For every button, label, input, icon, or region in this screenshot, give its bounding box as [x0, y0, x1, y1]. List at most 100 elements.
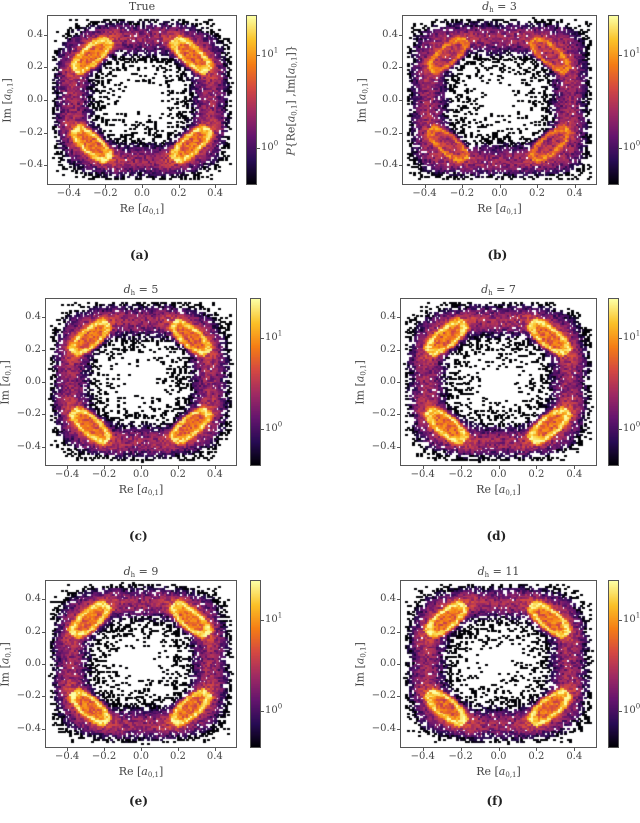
- y-tick-label: −0.2: [371, 408, 396, 420]
- x-tick-mark: [462, 185, 463, 188]
- x-tick-label: −0.4: [410, 751, 435, 762]
- label-sub: 0,1: [147, 771, 159, 779]
- cb-a2: ] ,Im[: [284, 74, 298, 105]
- y-tick-mark: [397, 414, 400, 416]
- x-tick-mark: [67, 466, 69, 469]
- y-tick-mark: [397, 382, 400, 383]
- y-tick-mark: [44, 34, 47, 36]
- colorbar-tick-mark: [619, 619, 622, 621]
- y-tick-label: 0.4: [380, 593, 396, 605]
- y-tick-mark: [42, 414, 45, 416]
- title-var: d: [123, 283, 131, 296]
- colorbar: [250, 298, 261, 466]
- colorbar-tick-mark: [619, 711, 622, 713]
- tick-base: 10: [261, 49, 274, 61]
- x-tick-label: 0.2: [528, 469, 545, 480]
- label-prefix: Im [: [0, 100, 14, 123]
- y-tick-label: −0.2: [373, 126, 398, 138]
- tick-exp: 0: [635, 703, 640, 712]
- y-tick-mark: [397, 631, 400, 633]
- x-tick-mark: [178, 185, 180, 188]
- x-tick-mark: [498, 748, 500, 751]
- y-tick-mark: [42, 317, 45, 319]
- title-sub: h: [130, 289, 136, 297]
- y-tick-mark: [397, 317, 400, 319]
- x-axis-label: Re [a0,1]: [45, 765, 237, 779]
- title-var: d: [481, 283, 489, 296]
- label-var: a: [0, 93, 14, 101]
- label-prefix: Re [: [118, 765, 142, 778]
- y-tick-label: −0.2: [16, 408, 41, 420]
- cb-v2: a: [284, 67, 298, 75]
- colorbar-tick-label: 100: [623, 422, 640, 435]
- x-tick-label: −0.4: [410, 469, 435, 480]
- colorbar-tick-label: 101: [265, 330, 282, 344]
- label-sub: 0,1: [359, 646, 368, 658]
- y-tick-mark: [42, 664, 45, 665]
- heatmap-cells: [46, 299, 236, 465]
- y-tick-mark: [42, 631, 45, 633]
- label-var: a: [499, 202, 507, 215]
- y-tick-label: −0.4: [16, 722, 41, 734]
- y-tick-label: 0.4: [382, 28, 398, 40]
- colorbar: [608, 580, 619, 748]
- x-tick-mark: [460, 748, 462, 751]
- colorbar-tick-label: 100: [261, 140, 278, 154]
- x-tick-label: −0.2: [448, 469, 473, 480]
- label-var: a: [498, 765, 506, 778]
- x-tick-mark: [177, 748, 179, 751]
- colorbar: [246, 15, 257, 185]
- y-tick-label: 0.4: [380, 311, 396, 323]
- colorbar-tick-mark: [261, 337, 264, 339]
- panel-title: dh = 9: [45, 565, 237, 579]
- y-tick-mark: [44, 132, 47, 134]
- label-sub: 0,1: [361, 82, 370, 94]
- label-sub: 0,1: [505, 771, 517, 779]
- colorbar-tick-label: 100: [265, 704, 282, 717]
- y-tick-mark: [42, 382, 45, 383]
- x-tick-label: 0.0: [491, 188, 508, 199]
- y-tick-mark: [44, 165, 47, 167]
- y-tick-label: −0.4: [371, 722, 396, 734]
- tick-base: 10: [623, 423, 636, 435]
- label-prefix: Re [: [476, 765, 499, 778]
- y-tick-label: −0.4: [373, 159, 398, 171]
- label-prefix: Re [: [119, 202, 143, 215]
- colorbar-tick-mark: [619, 337, 622, 339]
- y-tick-label: 0.2: [25, 625, 41, 637]
- x-tick-mark: [141, 466, 142, 469]
- y-tick-mark: [397, 664, 400, 665]
- x-tick-label: 0.0: [490, 469, 507, 480]
- y-tick-label: 0.4: [25, 593, 41, 605]
- x-tick-mark: [142, 185, 143, 188]
- colorbar-gradient: [609, 581, 618, 747]
- tick-exp: 1: [635, 611, 640, 620]
- x-tick-label: 0.2: [169, 469, 186, 480]
- colorbar-tick-mark: [619, 55, 622, 57]
- y-tick-label: 0.0: [380, 658, 396, 669]
- cb-v1: a: [284, 115, 298, 123]
- heatmap-cells: [403, 16, 596, 184]
- x-tick-label: 0.0: [134, 188, 150, 199]
- colorbar-tick-mark: [619, 429, 622, 431]
- colorbar-gradient: [251, 299, 260, 465]
- label-suffix: ]: [0, 360, 12, 364]
- y-tick-label: −0.4: [18, 159, 43, 171]
- x-tick-mark: [574, 466, 576, 469]
- y-tick-mark: [397, 728, 400, 730]
- y-tick-mark: [399, 34, 402, 36]
- y-tick-label: 0.2: [380, 625, 396, 637]
- x-tick-label: −0.4: [54, 751, 80, 762]
- x-tick-label: 0.4: [207, 188, 224, 199]
- y-tick-mark: [42, 728, 45, 730]
- y-tick-label: 0.2: [27, 61, 43, 73]
- x-tick-label: −0.2: [448, 751, 473, 762]
- y-tick-label: 0.2: [380, 343, 396, 355]
- y-tick-mark: [42, 696, 45, 698]
- y-tick-label: −0.2: [18, 126, 43, 138]
- title-sub: h: [488, 289, 493, 297]
- y-tick-mark: [399, 132, 402, 134]
- title-sub: h: [489, 6, 494, 14]
- label-sub: 0,1: [359, 364, 368, 376]
- x-tick-label: −0.2: [91, 469, 117, 480]
